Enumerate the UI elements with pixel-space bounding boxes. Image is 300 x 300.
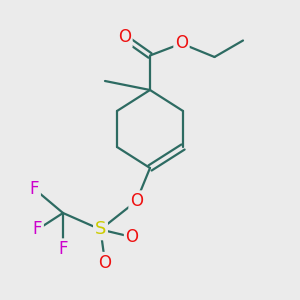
Text: O: O xyxy=(175,34,188,52)
Text: O: O xyxy=(98,254,112,272)
Text: S: S xyxy=(95,220,106,238)
Text: O: O xyxy=(118,28,131,46)
Text: O: O xyxy=(125,228,139,246)
Text: F: F xyxy=(33,220,42,238)
Text: F: F xyxy=(30,180,39,198)
Text: O: O xyxy=(130,192,143,210)
Text: F: F xyxy=(58,240,68,258)
